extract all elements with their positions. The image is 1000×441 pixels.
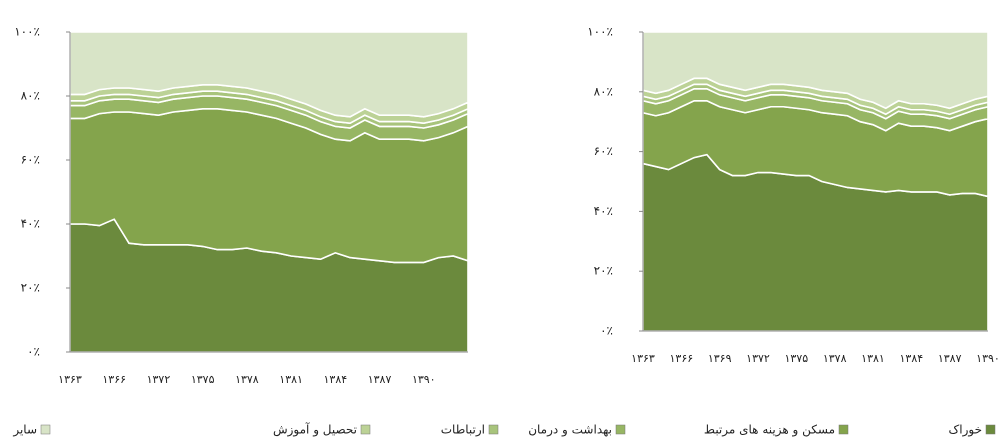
- legend-swatch: [838, 424, 849, 435]
- x-tick-label: ۱۳۸۷: [938, 352, 962, 365]
- x-tick-label: ۱۳۸۴: [900, 352, 924, 365]
- y-tick-label: ۸۰٪: [594, 84, 613, 98]
- x-tick-label: ۱۳۸۴: [324, 373, 348, 386]
- y-tick-label: ۴۰٪: [21, 217, 40, 231]
- x-tick-label: ۱۳۷۲: [746, 352, 770, 365]
- area: [642, 31, 989, 110]
- x-tick-label: ۱۳۹۰: [976, 352, 1000, 365]
- y-tick-label: ۰٪: [27, 345, 40, 359]
- y-tick-label: ۴۰٪: [594, 204, 613, 218]
- legend-label: ارتباطات: [441, 423, 485, 438]
- y-tick-label: ۶۰٪: [594, 144, 613, 158]
- x-tick-label: ۱۳۷۵: [191, 373, 215, 386]
- y-tick-label: ۰٪: [600, 324, 613, 338]
- x-tick-label: ۱۳۷۵: [785, 352, 809, 365]
- legend-swatch: [985, 424, 996, 435]
- legend-label: مسکن و هزینه های مرتبط: [704, 423, 835, 438]
- x-tick-label: ۱۳۸۱: [279, 373, 303, 386]
- y-tick-label: ۲۰٪: [21, 281, 40, 295]
- x-tick-label: ۱۳۷۸: [235, 373, 259, 386]
- x-tick-label: ۱۳۶۹: [708, 352, 732, 365]
- x-tick-label: ۱۳۶۳: [58, 373, 82, 386]
- y-tick-label: ۲۰٪: [594, 264, 613, 278]
- legend-label: سایر: [12, 423, 37, 438]
- legend-swatch: [360, 424, 371, 435]
- y-tick-label: ۱۰۰٪: [14, 25, 40, 39]
- x-tick-label: ۱۳۹۰: [412, 373, 436, 386]
- y-tick-label: ۶۰٪: [21, 153, 40, 167]
- y-tick-label: ۱۰۰٪: [587, 25, 613, 39]
- x-tick-label: ۱۳۶۶: [102, 373, 126, 386]
- legend-label: خوراک: [949, 423, 983, 438]
- x-tick-label: ۱۳۷۲: [147, 373, 171, 386]
- legend-swatch: [488, 424, 499, 435]
- x-tick-label: ۱۳۶۶: [670, 352, 694, 365]
- legend-swatch: [615, 424, 626, 435]
- legend-label: بهداشت و درمان: [528, 423, 612, 438]
- legend-label: تحصیل و آموزش: [273, 422, 357, 438]
- x-tick-label: ۱۳۷۸: [823, 352, 847, 365]
- x-tick-label: ۱۳۸۷: [368, 373, 392, 386]
- legend-swatch: [40, 424, 51, 435]
- area: [69, 31, 469, 118]
- y-tick-label: ۸۰٪: [21, 89, 40, 103]
- x-tick-label: ۱۳۸۱: [861, 352, 885, 365]
- x-tick-label: ۱۳۶۳: [631, 352, 655, 365]
